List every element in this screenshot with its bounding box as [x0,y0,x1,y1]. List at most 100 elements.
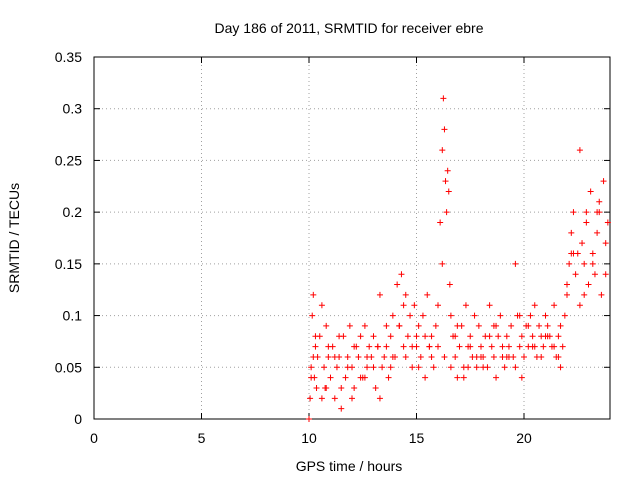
data-point [521,353,527,360]
data-point [338,405,345,412]
data-point [594,209,601,216]
data-point [442,178,449,185]
x-tick-label: 20 [516,430,532,446]
data-point [389,353,396,360]
data-point [501,364,508,371]
y-tick-label: 0 [74,411,82,427]
data-point [439,260,446,267]
data-point [309,312,316,319]
data-point [379,364,386,371]
data-point [497,312,504,319]
data-point [419,312,426,319]
data-point [318,302,325,309]
data-point [589,250,596,257]
data-point [596,198,603,205]
data-point [441,126,448,133]
data-point [471,312,478,319]
data-point [310,353,317,360]
data-point [440,95,447,102]
data-point [570,209,577,216]
data-point [529,343,536,350]
data-point [381,353,388,360]
data-point [366,343,373,350]
data-point [486,333,493,340]
data-point [387,364,394,371]
data-point [531,302,538,309]
y-tick-label: 0.1 [63,308,83,324]
data-point [374,343,381,350]
data-point [490,353,497,360]
data-point [604,219,611,226]
data-point [439,147,446,154]
data-point [413,333,420,340]
data-point [394,281,401,288]
data-point [499,343,506,350]
data-point [518,333,525,340]
data-point [327,374,334,381]
data-point [516,343,523,350]
data-point [587,188,594,195]
data-point [325,343,332,350]
data-point [400,302,407,309]
data-point [456,343,463,350]
data-point [452,353,459,360]
data-point [576,302,583,309]
data-point [512,364,519,371]
y-ticks: 0 0.05 0.1 0.15 0.2 0.25 0.3 0.35 [55,49,610,427]
data-point [355,353,362,360]
data-point [396,322,403,329]
data-point [398,271,405,278]
data-point [424,291,431,298]
data-point [602,240,609,247]
data-point [529,333,536,340]
data-point [564,281,570,288]
data-point [437,219,444,226]
data-point [490,322,497,329]
data-point [445,188,452,195]
data-point [536,322,543,329]
data-point [357,333,364,340]
data-point [447,364,454,371]
data-point [383,343,390,350]
data-points [306,95,611,422]
data-point [579,240,586,247]
data-point [572,271,579,278]
data-point [306,416,312,422]
data-point [444,167,451,174]
data-point [557,364,564,371]
data-point [409,343,416,350]
data-point [503,333,510,340]
data-point [581,260,588,267]
data-point [446,281,453,288]
data-point [428,333,435,340]
data-point [600,178,607,185]
data-point [325,353,332,360]
data-point [602,271,609,278]
data-point [516,312,523,319]
data-point [364,364,371,371]
data-point [443,209,450,216]
data-point [400,343,407,350]
data-point [385,374,392,381]
data-point [559,343,566,350]
data-point [467,333,474,340]
data-point [432,322,439,329]
data-point [387,333,394,340]
data-point [447,312,454,319]
y-tick-label: 0.05 [55,359,82,375]
data-point [475,322,482,329]
data-point [409,364,416,371]
data-point [383,322,390,329]
x-tick-label: 0 [90,430,98,446]
data-point [581,291,588,298]
data-point [598,291,605,298]
data-point [566,260,573,267]
gridlines [94,57,610,419]
data-point [557,322,564,329]
chart-title: Day 186 of 2011, SRMTID for receiver ebr… [215,20,484,36]
data-point [540,343,547,350]
data-point [415,364,422,371]
x-tick-label: 5 [198,430,206,446]
data-point [389,312,396,319]
data-point [478,343,484,350]
